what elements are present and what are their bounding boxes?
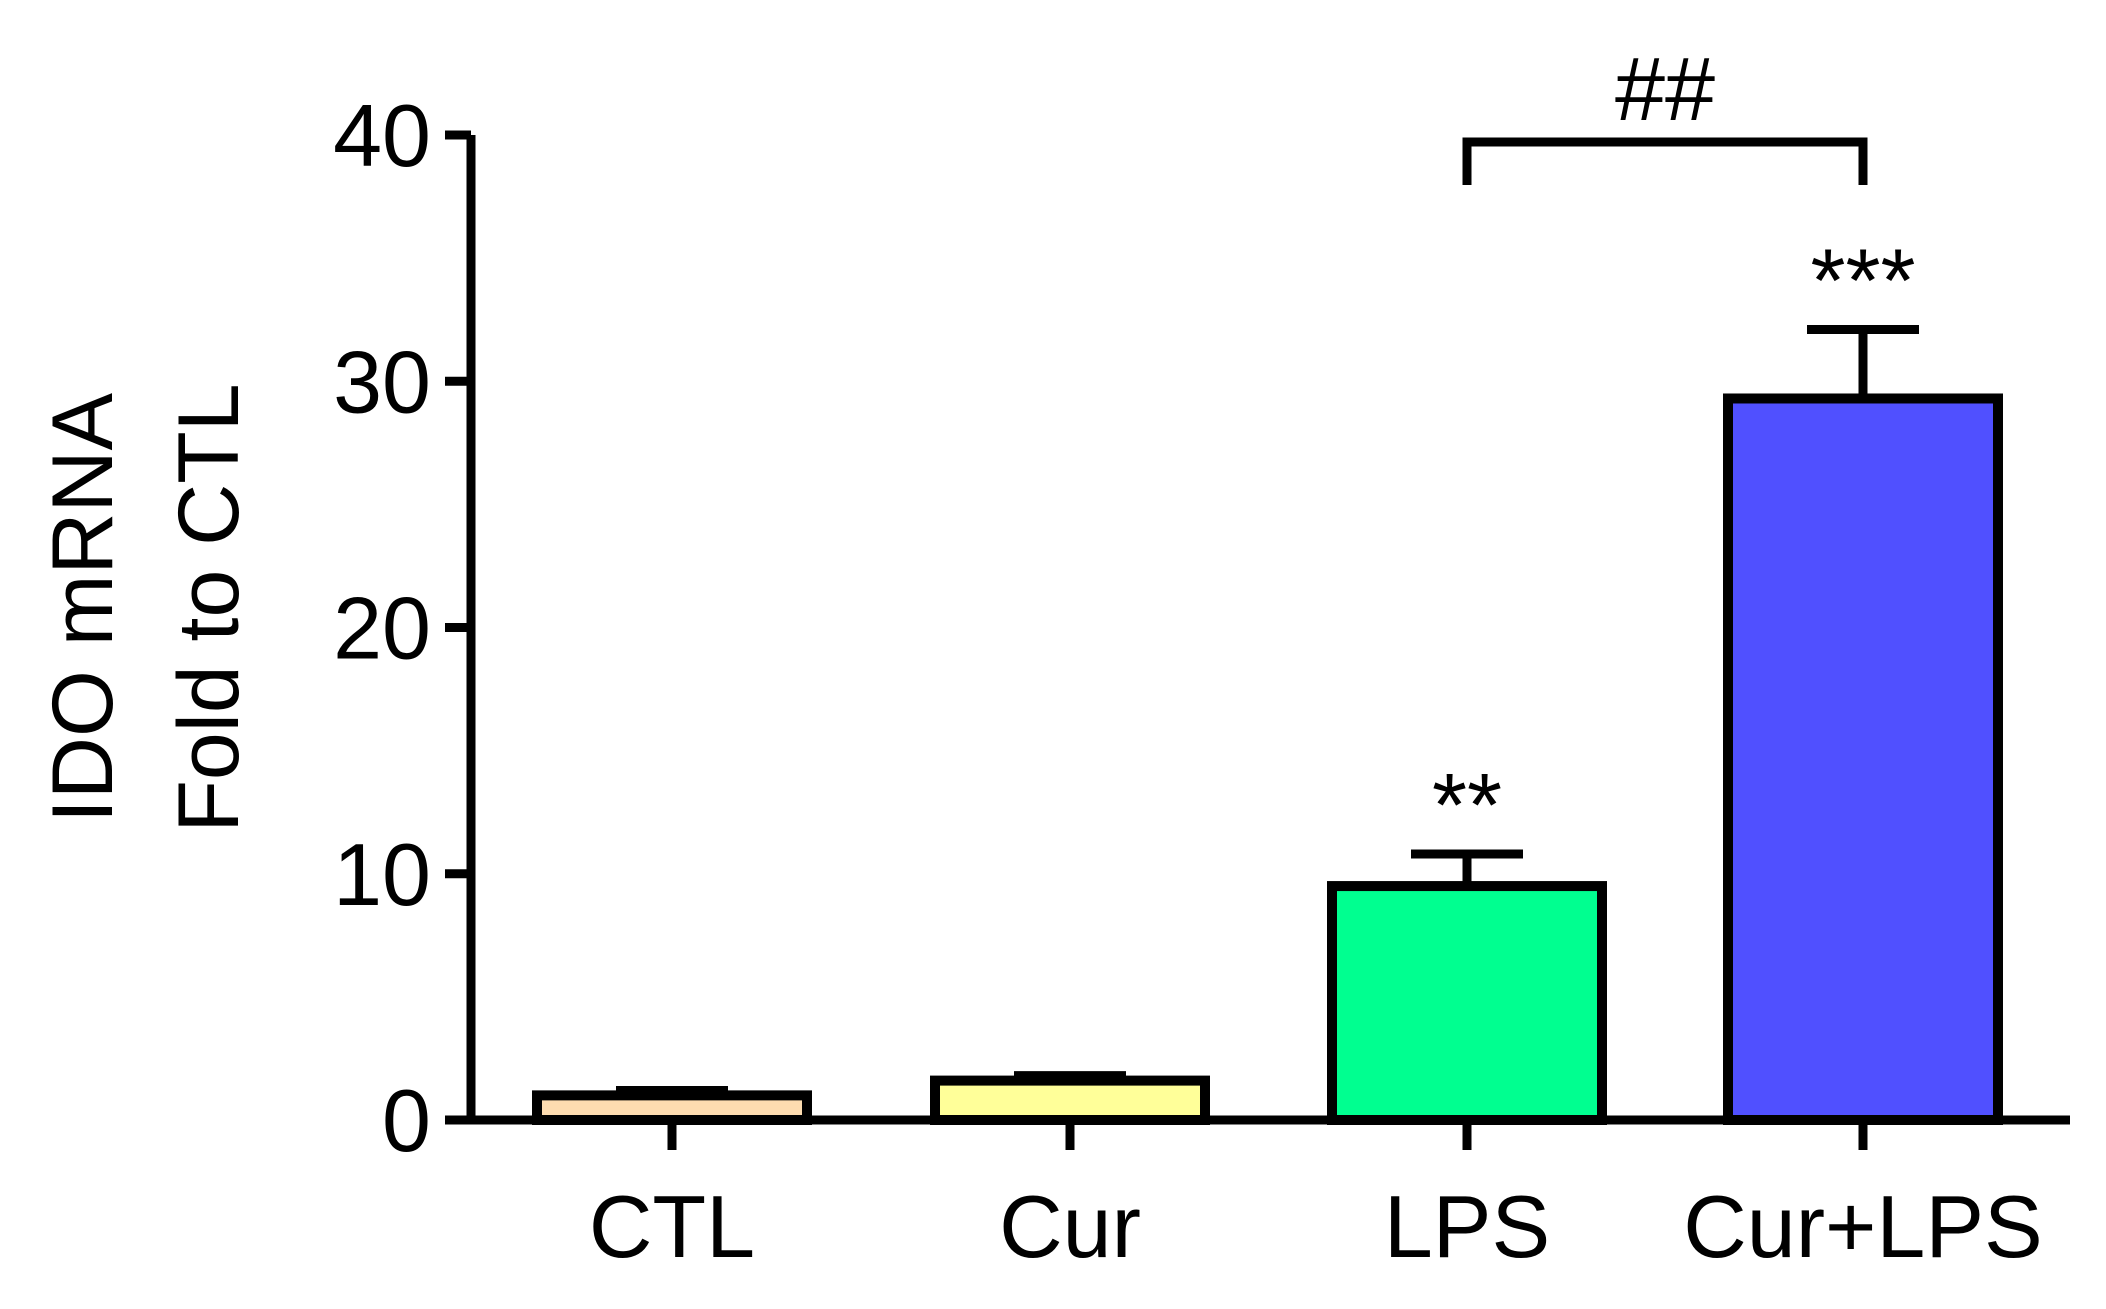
significance-label-2: ** [1432,756,1502,856]
y-tick-label-30: 30 [333,332,431,431]
x-tick-label-3: Cur+LPS [1683,1177,2043,1276]
y-axis-label-line-1: IDO mRNA [35,392,131,823]
bar-cur [930,1075,1210,1125]
x-axis-ticks: CTL Cur LPS Cur+LPS [589,1120,2043,1276]
comparison-label: ## [1615,40,1715,140]
y-axis-label: IDO mRNA Fold to CTL [35,383,257,832]
x-tick-label-1: Cur [999,1177,1141,1276]
comparison-bracket-line [1462,137,1868,185]
y-tick-label-40: 40 [333,86,431,185]
significance-markers: ***** [1432,232,1916,857]
bar-cur-lps [1723,393,2003,1125]
y-tick-label-0: 0 [382,1071,431,1170]
bars [532,393,2003,1125]
x-tick-label-0: CTL [589,1177,755,1276]
y-tick-label-20: 20 [333,579,431,678]
axes [448,135,2070,1125]
y-axis-ticks: 0 10 20 30 40 [333,86,471,1170]
x-tick-label-2: LPS [1384,1177,1550,1276]
y-axis-label-line-2: Fold to CTL [161,383,257,832]
significance-label-3: *** [1810,232,1915,332]
y-tick-label-10: 10 [333,825,431,924]
error-bars [616,325,1919,1096]
comparison-bracket: ## [1462,40,1868,185]
bar-lps [1327,881,1607,1125]
